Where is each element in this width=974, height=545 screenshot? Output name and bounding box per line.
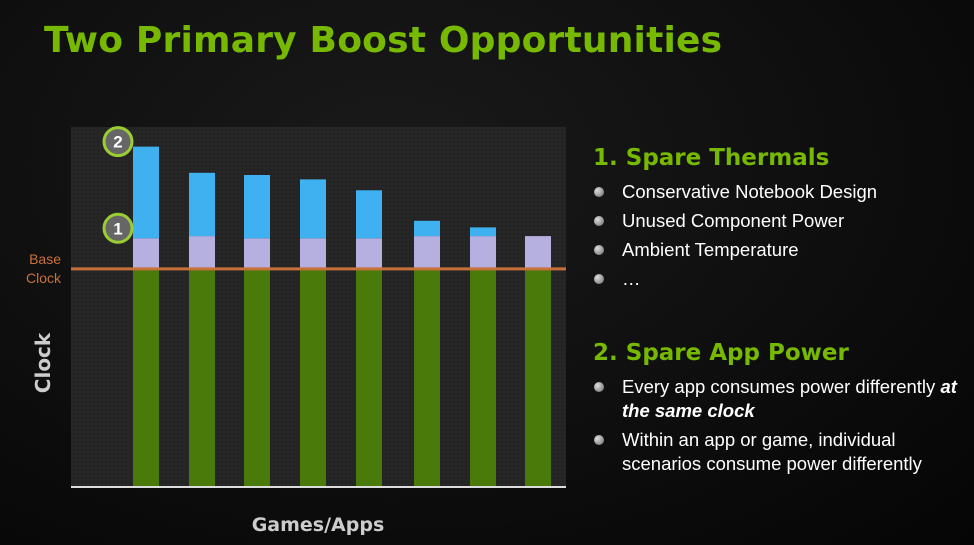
bar-segment-1: [525, 268, 551, 487]
thermals-list: Conservative Notebook Design Unused Comp…: [592, 180, 962, 296]
bar-segment-2: [244, 238, 270, 269]
bar-segment-1: [189, 268, 215, 487]
bar-segment-1: [414, 268, 440, 487]
bullet-item: Every app consumes power differently at …: [592, 375, 967, 423]
slide-title: Two Primary Boost Opportunities: [44, 20, 723, 61]
bar-segment-3: [470, 227, 496, 237]
bar-segment-3: [244, 175, 270, 239]
bullet-item: …: [592, 267, 962, 291]
bar-segment-3: [189, 172, 215, 237]
bar-segment-2: [414, 236, 440, 269]
section-heading-1: 1. Spare Thermals: [593, 145, 830, 171]
bullet-item: Conservative Notebook Design: [592, 180, 962, 204]
bar-segment-2: [525, 236, 551, 269]
bullet-item: Unused Component Power: [592, 209, 962, 233]
bar-segment-1: [470, 268, 496, 487]
bar-segment-2: [300, 238, 326, 269]
bar-segment-3: [133, 146, 159, 239]
marker-2: [102, 126, 134, 158]
bullet-emphasis: at the same clock: [622, 376, 957, 421]
bar-segment-1: [244, 268, 270, 487]
section-heading-2: 2. Spare App Power: [593, 340, 849, 366]
bar-segment-2: [470, 236, 496, 269]
x-axis-label: Games/Apps: [252, 514, 385, 536]
y-axis-label: Clock: [31, 332, 55, 393]
app-power-list: Every app consumes power differently at …: [592, 375, 967, 481]
bar-segment-3: [300, 179, 326, 239]
marker-label: 2: [113, 133, 122, 152]
bar-segment-3: [356, 190, 382, 239]
bar-segment-3: [414, 220, 440, 237]
marker-1: [102, 212, 134, 244]
bar-segment-2: [356, 238, 382, 269]
base-clock-label-1: Base: [29, 251, 61, 267]
bar-segment-1: [356, 268, 382, 487]
bullet-item: Within an app or game, individual scenar…: [592, 428, 967, 476]
bar-segment-1: [133, 268, 159, 487]
bullet-text: Every app consumes power differently: [622, 376, 941, 397]
bar-segment-2: [133, 238, 159, 269]
marker-label: 1: [113, 219, 122, 238]
bullet-item: Ambient Temperature: [592, 238, 962, 262]
bar-segment-2: [189, 236, 215, 269]
bar-segment-1: [300, 268, 326, 487]
base-clock-label-2: Clock: [26, 270, 62, 286]
